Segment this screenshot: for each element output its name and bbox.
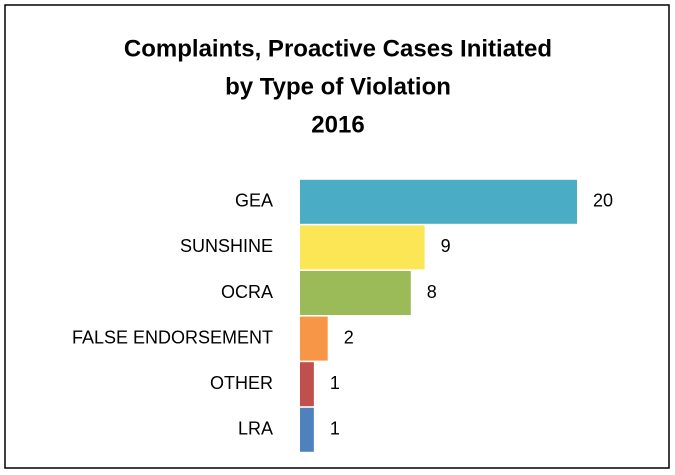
bar	[300, 225, 425, 270]
category-label: FALSE ENDORSEMENT	[72, 327, 273, 347]
category-label: OCRA	[221, 282, 273, 302]
category-label: OTHER	[210, 373, 273, 393]
value-label: 1	[330, 373, 340, 393]
value-label: 8	[427, 282, 437, 302]
bar	[300, 271, 411, 315]
bar	[300, 407, 314, 452]
category-label: LRA	[238, 419, 273, 439]
bar	[300, 362, 314, 407]
category-label: SUNSHINE	[180, 236, 273, 256]
value-label: 20	[593, 191, 613, 211]
value-label: 9	[441, 236, 451, 256]
chart-title: 2016	[311, 111, 364, 138]
value-label: 2	[344, 327, 354, 347]
category-label: GEA	[235, 191, 273, 211]
bar	[300, 179, 577, 224]
value-label: 1	[330, 419, 340, 439]
chart-title: Complaints, Proactive Cases Initiated	[124, 35, 552, 62]
bar	[300, 316, 328, 361]
chart-title: by Type of Violation	[225, 73, 451, 100]
